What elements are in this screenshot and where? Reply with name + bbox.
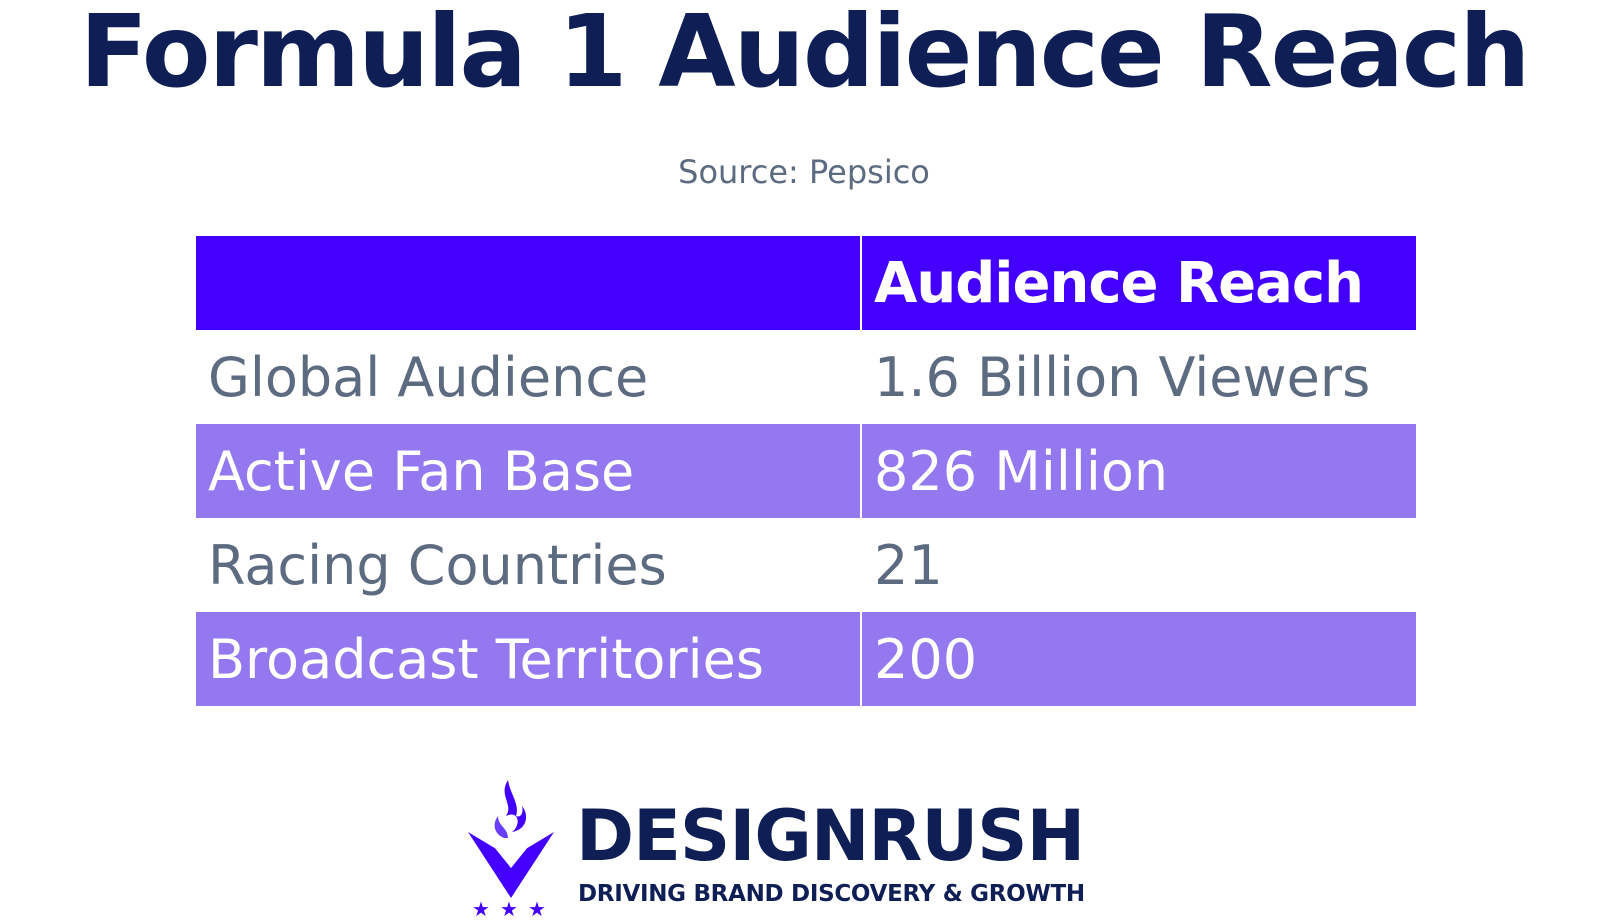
- row-value: 826 Million: [862, 424, 1416, 518]
- torch-shield-icon: ★ ★ ★: [468, 780, 554, 920]
- table-row: Racing Countries 21: [196, 518, 1416, 612]
- svg-text:★: ★: [472, 897, 490, 920]
- audience-table: Audience Reach Global Audience 1.6 Billi…: [196, 236, 1416, 706]
- row-label: Broadcast Territories: [196, 612, 860, 706]
- table-row: Active Fan Base 826 Million: [196, 424, 1416, 518]
- page-title: Formula 1 Audience Reach: [79, 0, 1531, 110]
- designrush-logo: ★ ★ ★ DESIGNRUSH DRIVING BRAND DISCOVERY…: [468, 780, 1168, 920]
- row-value: 200: [862, 612, 1416, 706]
- row-value: 21: [862, 518, 1416, 612]
- table-row: Broadcast Territories 200: [196, 612, 1416, 706]
- header-cell-audience-reach: Audience Reach: [862, 236, 1416, 330]
- table-row: Global Audience 1.6 Billion Viewers: [196, 330, 1416, 424]
- table-header-row: Audience Reach: [196, 236, 1416, 330]
- row-label: Global Audience: [196, 330, 860, 424]
- logo-tagline: DRIVING BRAND DISCOVERY & GROWTH: [578, 881, 1085, 907]
- row-label: Active Fan Base: [196, 424, 860, 518]
- svg-text:★: ★: [500, 897, 518, 920]
- row-value: 1.6 Billion Viewers: [862, 330, 1416, 424]
- row-label: Racing Countries: [196, 518, 860, 612]
- header-cell-label: [196, 236, 860, 330]
- source-note: Source: Pepsico: [678, 153, 930, 191]
- svg-text:★: ★: [528, 897, 546, 920]
- logo-wordmark: DESIGNRUSH: [576, 795, 1085, 877]
